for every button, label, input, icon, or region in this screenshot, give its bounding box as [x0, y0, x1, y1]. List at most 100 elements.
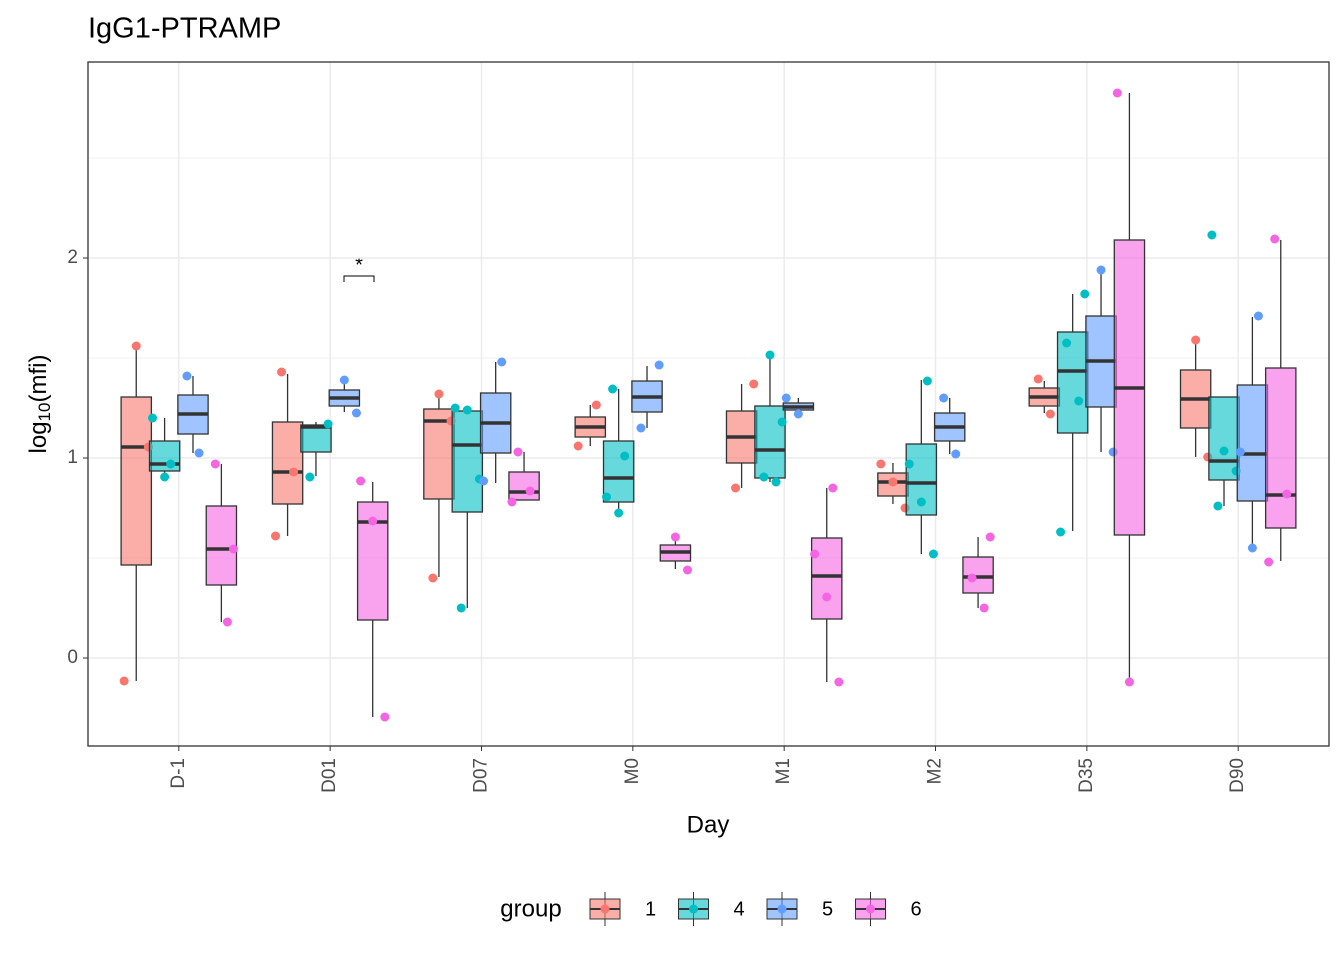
point [434, 389, 444, 399]
point [1264, 557, 1274, 567]
legend-label: 1 [645, 898, 656, 920]
x-tick-label: M0 [622, 758, 643, 784]
point [513, 447, 523, 457]
point [131, 341, 141, 351]
point [1213, 501, 1223, 511]
point [759, 472, 769, 482]
point [222, 617, 232, 627]
x-axis-title: Day [687, 811, 730, 838]
point [1247, 543, 1257, 553]
point [928, 549, 938, 559]
legend-label: 5 [822, 898, 833, 920]
point [525, 486, 535, 496]
point [1124, 677, 1134, 687]
point [119, 676, 129, 686]
x-tick-label: D90 [1227, 758, 1248, 793]
point [289, 467, 299, 477]
point [456, 603, 466, 613]
x-tick-label: D07 [471, 758, 492, 793]
point [614, 508, 624, 518]
legend-key-point [866, 904, 875, 914]
y-axis-title: log10(mfi) [25, 355, 54, 454]
x-tick-label: D01 [319, 758, 340, 793]
point [967, 573, 977, 583]
point [916, 497, 926, 507]
box [300, 424, 332, 453]
point [951, 449, 961, 459]
point [670, 532, 680, 542]
point [777, 417, 787, 427]
point [810, 549, 820, 559]
point [305, 472, 315, 482]
box [120, 396, 153, 566]
point [380, 712, 390, 722]
point [608, 384, 618, 394]
point [939, 393, 949, 403]
x-tick-label: D35 [1076, 758, 1097, 793]
point [148, 413, 158, 423]
point [507, 497, 517, 507]
point [602, 492, 612, 502]
point [1033, 374, 1043, 384]
box [508, 471, 540, 501]
x-tick-label: D-1 [168, 758, 189, 789]
point [904, 459, 914, 469]
point [1282, 489, 1292, 499]
box [602, 440, 635, 503]
box [1208, 396, 1240, 481]
point [497, 357, 507, 367]
y-tick-label: 1 [67, 447, 78, 468]
legend-key-point [689, 904, 698, 914]
point [182, 371, 192, 381]
y-axis-title-subscript: 10 [35, 403, 54, 422]
point [1045, 409, 1055, 419]
box [1264, 367, 1297, 529]
legend-label: 4 [734, 898, 745, 920]
x-tick-label: M2 [925, 758, 946, 784]
point [160, 472, 170, 482]
point [1270, 234, 1280, 244]
legend-key-point [777, 904, 787, 914]
y-tick-label: 2 [67, 247, 78, 268]
point [1056, 527, 1066, 537]
point [765, 350, 775, 360]
point [1235, 447, 1245, 457]
point [636, 423, 646, 433]
point [479, 476, 489, 486]
point [922, 376, 932, 386]
box [451, 410, 484, 513]
y-axis-title-part: (mfi) [25, 355, 52, 403]
point [683, 565, 693, 575]
point [1062, 338, 1072, 348]
chart-title: IgG1-PTRAMP [88, 13, 281, 45]
point [462, 405, 472, 415]
point [450, 403, 460, 413]
point [620, 451, 630, 461]
point [339, 375, 349, 385]
point [210, 459, 220, 469]
significance-bracket [343, 275, 375, 282]
point [1219, 446, 1229, 456]
point [356, 476, 366, 486]
point [194, 448, 204, 458]
point [771, 477, 781, 487]
point [1080, 289, 1090, 299]
legend-key-point [600, 904, 610, 914]
point [828, 483, 838, 493]
point [834, 677, 844, 687]
box [754, 405, 786, 479]
point [793, 409, 803, 419]
box [962, 556, 994, 594]
y-tick-label: 0 [67, 647, 78, 668]
point [985, 532, 995, 542]
box [1236, 384, 1269, 502]
legend-label: 6 [911, 898, 922, 920]
point [323, 419, 333, 429]
point [428, 573, 438, 583]
panel-border [87, 61, 1330, 747]
point [228, 544, 238, 554]
annotation: * [355, 254, 363, 276]
point [888, 477, 898, 487]
point [1207, 230, 1217, 240]
